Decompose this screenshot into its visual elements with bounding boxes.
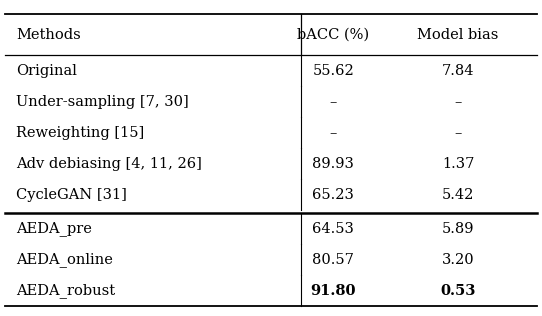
Text: 91.80: 91.80 — [311, 284, 356, 298]
Text: 55.62: 55.62 — [312, 64, 354, 78]
Text: 7.84: 7.84 — [442, 64, 474, 78]
Text: 89.93: 89.93 — [312, 157, 354, 171]
Text: Under-sampling [7, 30]: Under-sampling [7, 30] — [16, 95, 189, 109]
Text: 3.20: 3.20 — [442, 253, 474, 267]
Text: 80.57: 80.57 — [312, 253, 354, 267]
Text: Adv debiasing [4, 11, 26]: Adv debiasing [4, 11, 26] — [16, 157, 202, 171]
Text: AEDA_robust: AEDA_robust — [16, 283, 115, 298]
Text: Model bias: Model bias — [417, 28, 499, 42]
Text: 1.37: 1.37 — [442, 157, 474, 171]
Text: Reweighting [15]: Reweighting [15] — [16, 126, 145, 140]
Text: –: – — [330, 95, 337, 109]
Text: –: – — [454, 126, 462, 140]
Text: 0.53: 0.53 — [440, 284, 476, 298]
Text: –: – — [454, 95, 462, 109]
Text: AEDA_pre: AEDA_pre — [16, 221, 92, 236]
Text: –: – — [330, 126, 337, 140]
Text: 5.89: 5.89 — [442, 222, 474, 236]
Text: bACC (%): bACC (%) — [297, 28, 370, 42]
Text: CycleGAN [31]: CycleGAN [31] — [16, 188, 127, 202]
Text: Original: Original — [16, 64, 77, 78]
Text: 64.53: 64.53 — [312, 222, 354, 236]
Text: 65.23: 65.23 — [312, 188, 354, 202]
Text: AEDA_online: AEDA_online — [16, 252, 113, 267]
Text: Methods: Methods — [16, 28, 81, 42]
Text: 5.42: 5.42 — [442, 188, 474, 202]
